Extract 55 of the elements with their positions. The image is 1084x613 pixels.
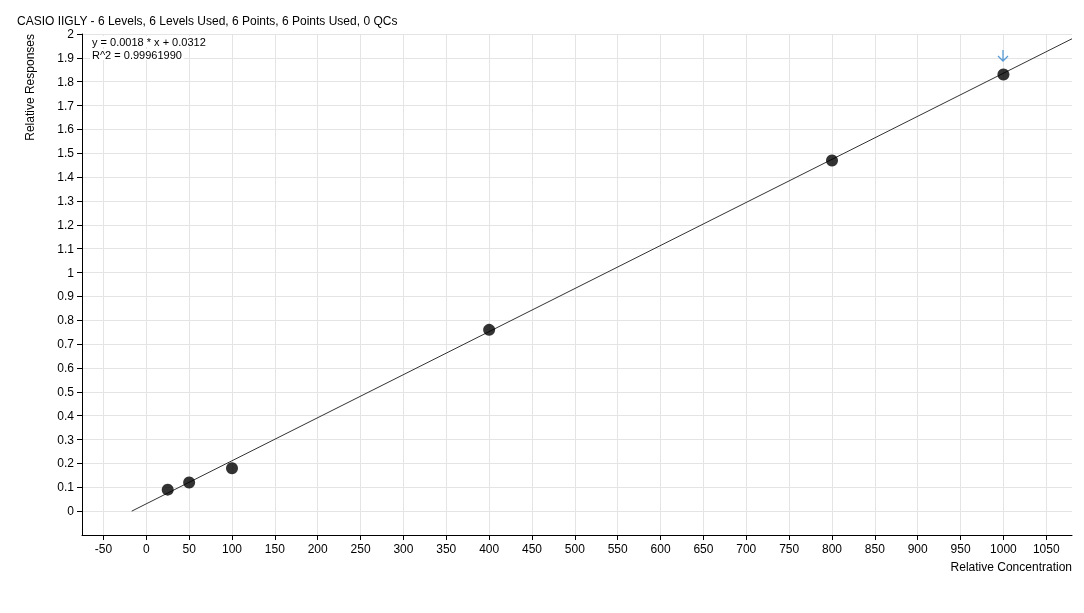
x-tick-label: 50 — [182, 542, 197, 556]
point — [483, 323, 496, 336]
y-tick-label: 1.7 — [57, 98, 75, 113]
y-tick-label: 0.8 — [57, 313, 75, 328]
x-tick-label: 750 — [779, 542, 800, 556]
y-tick-label: 1.6 — [57, 122, 75, 137]
x-tick-label: 950 — [950, 542, 971, 556]
x-tick-label: 100 — [221, 542, 243, 556]
y-tick-label: 1.2 — [57, 217, 75, 232]
point — [161, 483, 174, 496]
x-tick-label: 600 — [650, 542, 671, 556]
y-tick-label: 1.4 — [57, 170, 75, 185]
point — [183, 476, 196, 489]
y-tick-label: 0.2 — [57, 456, 75, 471]
x-axis-title: Relative Concentration — [950, 560, 1072, 574]
y-tick-label: 0.4 — [57, 408, 75, 423]
x-tick-label: 300 — [393, 542, 414, 556]
x-tick-label: 700 — [736, 542, 757, 556]
y-tick-label: 1.8 — [57, 74, 75, 89]
annotation: R^2 = 0.99961990 — [92, 48, 182, 61]
y-tick-label: 0.5 — [57, 384, 75, 399]
y-tick-label: 1.5 — [57, 146, 75, 161]
x-tick-label: 150 — [264, 542, 286, 556]
y-tick-label: 0.3 — [57, 432, 75, 447]
x-tick-label: 500 — [564, 542, 586, 556]
x-tick-label: 850 — [864, 542, 886, 556]
x-tick-label: 450 — [521, 542, 543, 556]
y-tick-label: 0.1 — [57, 480, 75, 495]
x-tick-label: 1050 — [1032, 542, 1060, 556]
x-tick-label: -50 — [94, 542, 113, 556]
y-tick-label: 1.3 — [57, 194, 75, 208]
x-tick-label: 900 — [907, 542, 929, 556]
y-tick-label: 1.9 — [57, 50, 75, 65]
x-tick-label: 1000 — [990, 542, 1018, 556]
point — [226, 462, 238, 475]
annotation: y = 0.0018 * x + 0.0312 — [92, 35, 206, 48]
y-tick-label: 1 — [67, 265, 75, 280]
y-tick-label: 0.6 — [57, 361, 75, 375]
x-tick-label: 250 — [350, 542, 371, 556]
x-tick-label: 550 — [607, 542, 629, 556]
y-tick-label: 0.9 — [57, 289, 75, 304]
x-tick-label: 400 — [479, 542, 500, 556]
chart-title: CASIO IIGLY - 6 Levels, 6 Levels Used, 6 Points, 6 Points Used, 0 QCs — [17, 14, 398, 28]
y-axis-title: Relative Responses — [23, 34, 37, 141]
x-tick-label: 200 — [307, 542, 329, 556]
y-tick-label: 0.7 — [57, 337, 75, 352]
x-tick-label: 0 — [142, 542, 150, 556]
y-tick-label: 2 — [67, 27, 75, 41]
y-tick-label: 1.1 — [57, 241, 75, 256]
x-tick-label: 350 — [436, 542, 457, 556]
x-tick-label: 800 — [821, 542, 843, 556]
x-tick-label: 650 — [693, 542, 714, 556]
point — [826, 154, 838, 167]
y-tick-label: 0 — [67, 504, 75, 519]
point — [997, 68, 1010, 81]
